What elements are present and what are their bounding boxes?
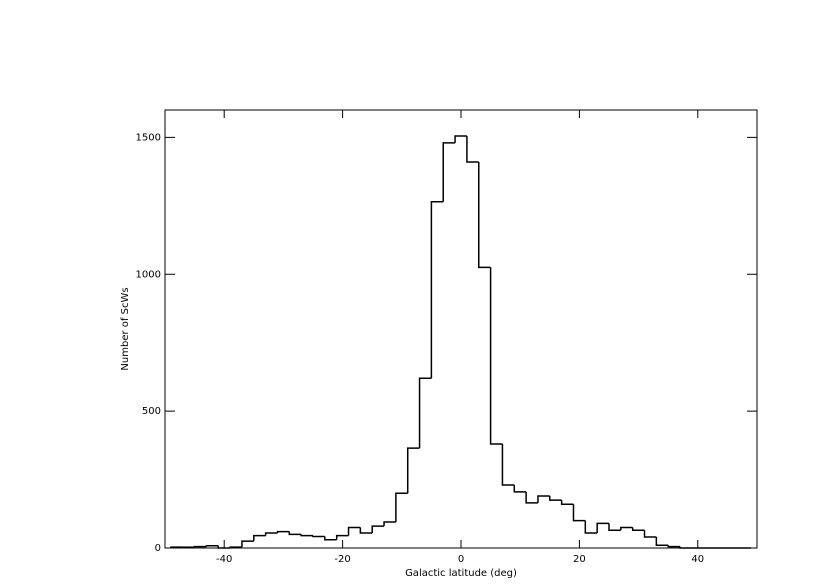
y-tick-label: 1000: [136, 269, 161, 280]
histogram-bin: [205, 545, 219, 547]
histogram-bin: [229, 546, 242, 548]
histogram-bin: [335, 534, 349, 540]
histogram-bin: [241, 540, 254, 548]
y-tick-label: 1500: [136, 132, 161, 143]
histogram-bin: [631, 527, 645, 531]
histogram-bin: [513, 485, 527, 493]
histogram-bin: [560, 500, 574, 505]
histogram-bin: [312, 535, 325, 538]
x-tick-label: 40: [691, 554, 704, 565]
histogram-bin: [679, 546, 692, 549]
histogram-bin: [655, 537, 669, 547]
histogram-bin: [276, 530, 290, 533]
histogram-bin: [406, 447, 420, 494]
histogram-bin: [347, 526, 361, 536]
histogram-bin: [572, 504, 586, 522]
histogram-bin: [430, 200, 444, 379]
histogram-bin: [501, 443, 515, 486]
histogram-bin: [667, 545, 681, 548]
histogram-bin: [489, 267, 503, 445]
histogram-bin: [288, 531, 302, 536]
histogram-bin: [253, 534, 266, 542]
x-tick-label: -20: [334, 554, 350, 565]
histogram-bin: [620, 526, 633, 531]
y-tick-label: 0: [155, 543, 161, 554]
histogram-bin: [525, 491, 538, 504]
x-tick-label: -40: [216, 554, 232, 565]
histogram-bin: [371, 525, 385, 533]
histogram-bin: [608, 523, 621, 531]
histogram-bin: [324, 536, 337, 541]
histogram-bin: [193, 545, 207, 548]
x-tick-label: 20: [573, 554, 586, 565]
y-tick-label: 500: [142, 406, 161, 417]
y-axis-label: Number of ScWs: [120, 287, 131, 370]
histogram-bin: [537, 495, 550, 503]
x-axis-label: Galactic latitude (deg): [405, 568, 517, 579]
histogram-bin: [454, 135, 467, 143]
histogram-bin: [442, 142, 456, 202]
histogram-bin: [584, 520, 598, 534]
x-tick-label: 0: [458, 554, 464, 565]
histogram-bin: [359, 527, 373, 534]
histogram-bin: [395, 492, 408, 522]
histogram-bin: [466, 136, 479, 163]
histogram-bin: [596, 522, 609, 533]
histogram-bin: [217, 545, 231, 549]
histogram-bin: [264, 532, 278, 536]
histogram-bin: [549, 495, 562, 501]
histogram-bin: [170, 546, 183, 548]
histogram-bin: [418, 377, 432, 449]
histogram-bin: [383, 521, 396, 527]
plot-frame: [164, 109, 758, 549]
histogram-bin: [478, 162, 491, 269]
histogram-bin: [643, 530, 657, 538]
histogram-bin: [300, 534, 313, 537]
